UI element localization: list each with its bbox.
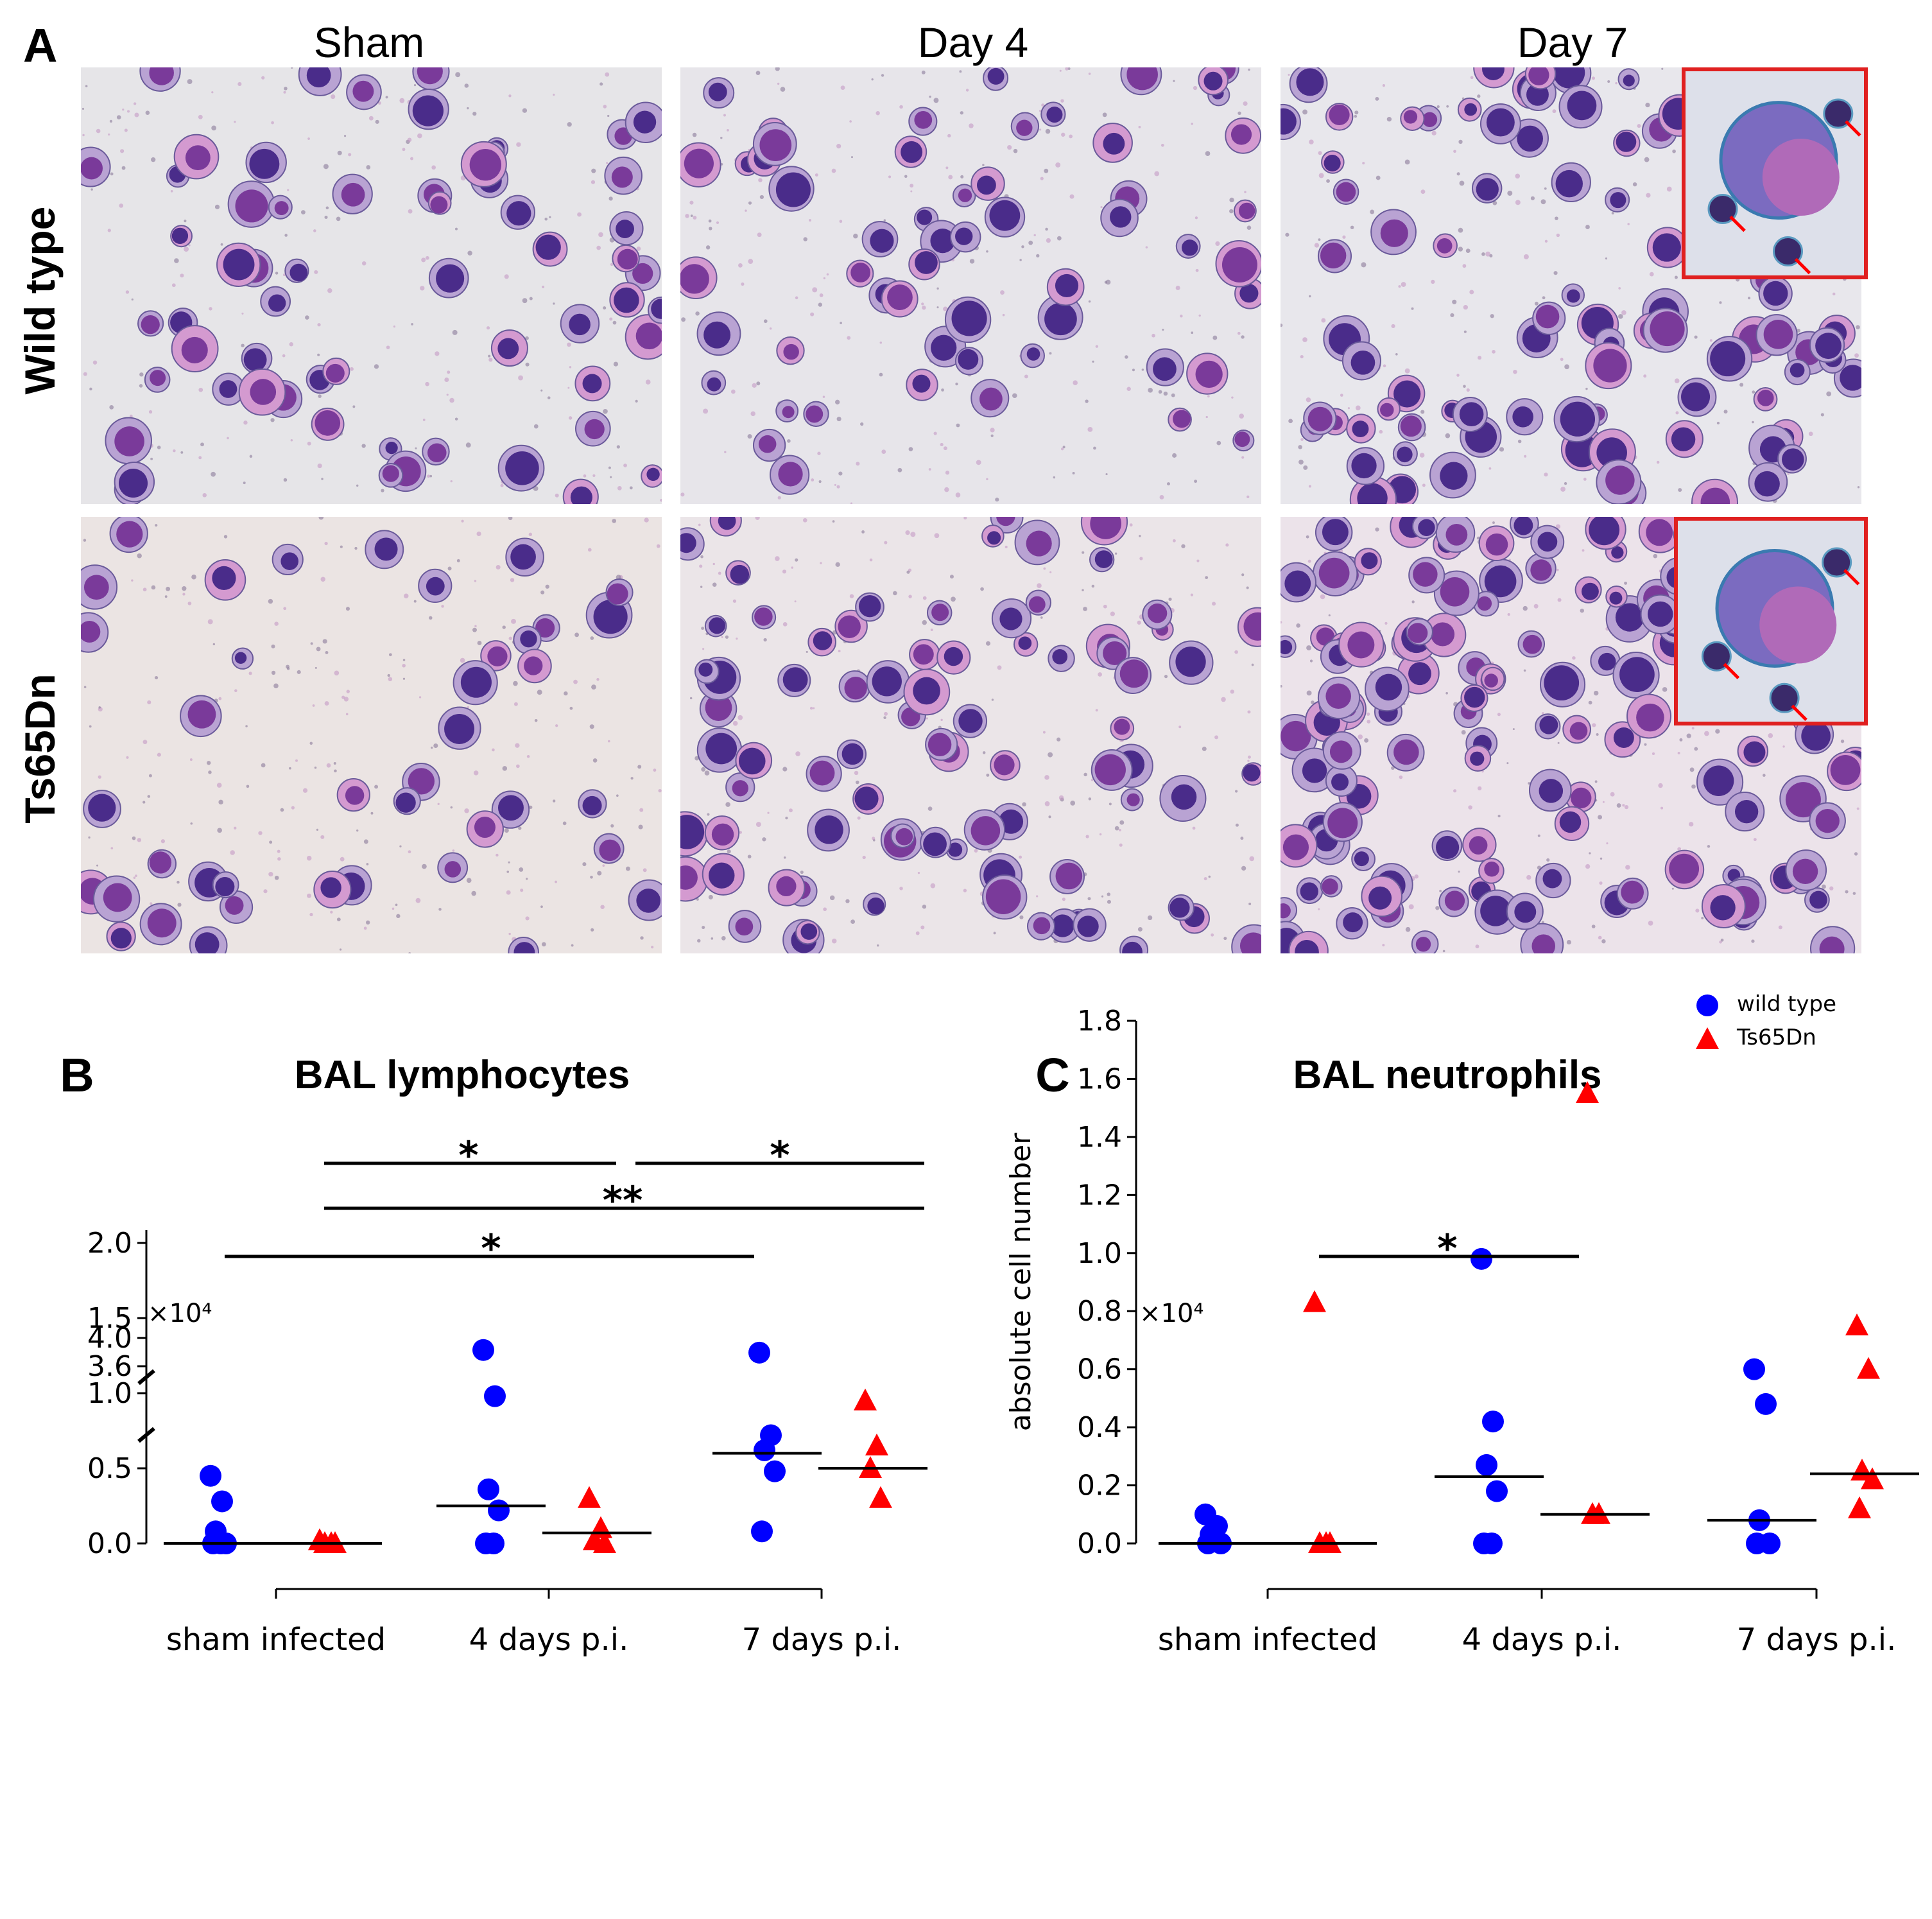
legend-circle-marker bbox=[1696, 994, 1718, 1016]
panel-c-significance-label: * bbox=[1437, 1226, 1457, 1271]
panel-b-wt-point bbox=[211, 1490, 233, 1513]
column-title-day7: Day 7 bbox=[1517, 19, 1628, 66]
panel-c-y-tick-label: 1.6 bbox=[1077, 1063, 1122, 1095]
panel-c-wt-point bbox=[1746, 1533, 1768, 1554]
panel-c-ts-point bbox=[1861, 1467, 1884, 1489]
panel-a-letter: A bbox=[23, 19, 58, 72]
panel-c-ts-point bbox=[1857, 1357, 1880, 1379]
panel-b-significance-label: ** bbox=[603, 1178, 643, 1223]
panel-b-wt-point bbox=[488, 1499, 510, 1522]
panel-b-y-tick-label: 0.0 bbox=[87, 1527, 132, 1560]
legend-entry-wild-type: wild type bbox=[1695, 989, 1887, 1021]
inset-wt-day7 bbox=[1682, 67, 1868, 279]
panel-c-wt-point bbox=[1471, 1247, 1492, 1270]
panel-c-ts-point bbox=[1576, 1081, 1599, 1104]
legend-entry-ts65dn: Ts65Dn bbox=[1695, 1023, 1887, 1055]
red-arrow-icon bbox=[1723, 663, 1740, 680]
micrograph-wt-sham bbox=[81, 67, 662, 504]
panel-c-y-label: absolute cell number bbox=[1005, 1133, 1037, 1431]
panel-c-y-tick-label: 1.4 bbox=[1077, 1121, 1122, 1154]
micrograph-ts-sham bbox=[81, 517, 662, 953]
micrograph-wt-day4 bbox=[680, 67, 1261, 504]
red-arrow-icon bbox=[1729, 215, 1746, 232]
panel-b-wt-point bbox=[751, 1520, 773, 1543]
panel-c-x-tick-label: sham infected bbox=[1158, 1622, 1377, 1658]
panel-b-ts-point bbox=[854, 1388, 877, 1411]
panel-b-ts-point bbox=[869, 1486, 892, 1508]
micrograph-ts-day4 bbox=[680, 517, 1261, 953]
panel-c-y-tick-label: 1.0 bbox=[1077, 1237, 1122, 1270]
panel-c-scale-label: ×10⁴ bbox=[1139, 1299, 1203, 1328]
panel-c-letter: C bbox=[1035, 1048, 1069, 1102]
panel-c-wt-point bbox=[1755, 1393, 1777, 1415]
panel-b-y-tick-label: 0.5 bbox=[87, 1452, 132, 1485]
panel-c-ts-point bbox=[1845, 1313, 1868, 1335]
panel-b-wt-point bbox=[472, 1339, 494, 1361]
red-arrow-icon bbox=[1843, 569, 1860, 586]
legend-triangle-marker bbox=[1696, 1027, 1719, 1049]
row-title-wild-type: Wild type bbox=[16, 206, 64, 395]
panel-b-x-tick-label: sham infected bbox=[166, 1622, 386, 1658]
panel-c-wt-point bbox=[1482, 1411, 1504, 1433]
panel-b-wt-point bbox=[478, 1478, 499, 1500]
panel-c-x-tick-label: 7 days p.i. bbox=[1737, 1622, 1897, 1658]
panel-c-y-tick-label: 0.4 bbox=[1077, 1411, 1122, 1444]
panel-c-y-tick-label: 1.2 bbox=[1077, 1179, 1122, 1211]
inset-ts-day7 bbox=[1674, 517, 1868, 725]
panel-c-title: BAL neutrophils bbox=[1293, 1053, 1601, 1097]
legend-label-ts65dn: Ts65Dn bbox=[1737, 1025, 1816, 1050]
panel-b-y-tick-label: 1.5 bbox=[87, 1302, 132, 1335]
panel-c-wt-point bbox=[1743, 1358, 1765, 1380]
panel-c-y-tick-label: 0.0 bbox=[1077, 1527, 1122, 1560]
panel-c-y-tick-label: 0.6 bbox=[1077, 1353, 1122, 1386]
panel-b-wt-point bbox=[764, 1460, 786, 1482]
panel-b-significance-label: * bbox=[458, 1133, 478, 1178]
panel-c-ts-point bbox=[1848, 1496, 1871, 1518]
legend-label-wild-type: wild type bbox=[1737, 991, 1837, 1017]
panel-b-wt-point bbox=[484, 1385, 506, 1407]
panel-b-significance-label: * bbox=[481, 1226, 501, 1271]
column-title-sham: Sham bbox=[313, 19, 425, 66]
panel-b-axis-break-mark bbox=[137, 1427, 155, 1443]
panel-b-wt-point bbox=[748, 1341, 770, 1364]
red-arrow-icon bbox=[1791, 704, 1807, 722]
panel-b-x-tick-label: 4 days p.i. bbox=[469, 1622, 629, 1658]
panel-b-title: BAL lymphocytes bbox=[295, 1053, 630, 1097]
panel-b-ts-point bbox=[578, 1486, 601, 1508]
panel-b-y-tick-label: 1.0 bbox=[87, 1377, 132, 1410]
red-arrow-icon bbox=[1794, 257, 1811, 275]
panel-b-wt-point bbox=[200, 1464, 221, 1487]
panel-c-wt-point bbox=[1476, 1454, 1497, 1476]
panel-b-wt-point bbox=[483, 1533, 505, 1554]
panel-b-y-tick-label-upper: 3.6 bbox=[87, 1350, 132, 1383]
red-arrow-icon bbox=[1845, 120, 1861, 137]
panel-c-y-tick-label: 0.2 bbox=[1077, 1470, 1122, 1502]
panel-c-ts-point bbox=[1303, 1290, 1326, 1312]
panel-c-y-tick-label: 1.8 bbox=[1077, 1005, 1122, 1038]
panel-b-wt-point bbox=[754, 1439, 775, 1461]
row-title-ts65dn: Ts65Dn bbox=[16, 673, 64, 824]
panel-b-x-tick-label: 7 days p.i. bbox=[742, 1622, 902, 1658]
column-title-day4: Day 4 bbox=[917, 19, 1029, 66]
panel-b-y-tick-label-upper: 4.0 bbox=[87, 1322, 132, 1355]
panel-c-wt-point bbox=[1481, 1533, 1503, 1554]
panel-b-axis-break-mark bbox=[137, 1369, 155, 1385]
panel-b-scale-label: ×10⁴ bbox=[148, 1299, 212, 1328]
panel-b-significance-label: * bbox=[770, 1133, 789, 1178]
panel-b-letter: B bbox=[60, 1048, 94, 1102]
panel-b-ts-point bbox=[865, 1433, 888, 1455]
panel-c-y-tick-label: 0.8 bbox=[1077, 1295, 1122, 1328]
panel-c-x-tick-label: 4 days p.i. bbox=[1462, 1622, 1622, 1658]
charts-area: B BAL lymphocytes ×10⁴ sham infected 4 days … bbox=[60, 1005, 1919, 1658]
panel-b-ts-point bbox=[593, 1531, 616, 1553]
panel-c-wt-point bbox=[1486, 1480, 1508, 1502]
panel-b-y-tick-label: 2.0 bbox=[87, 1227, 132, 1260]
